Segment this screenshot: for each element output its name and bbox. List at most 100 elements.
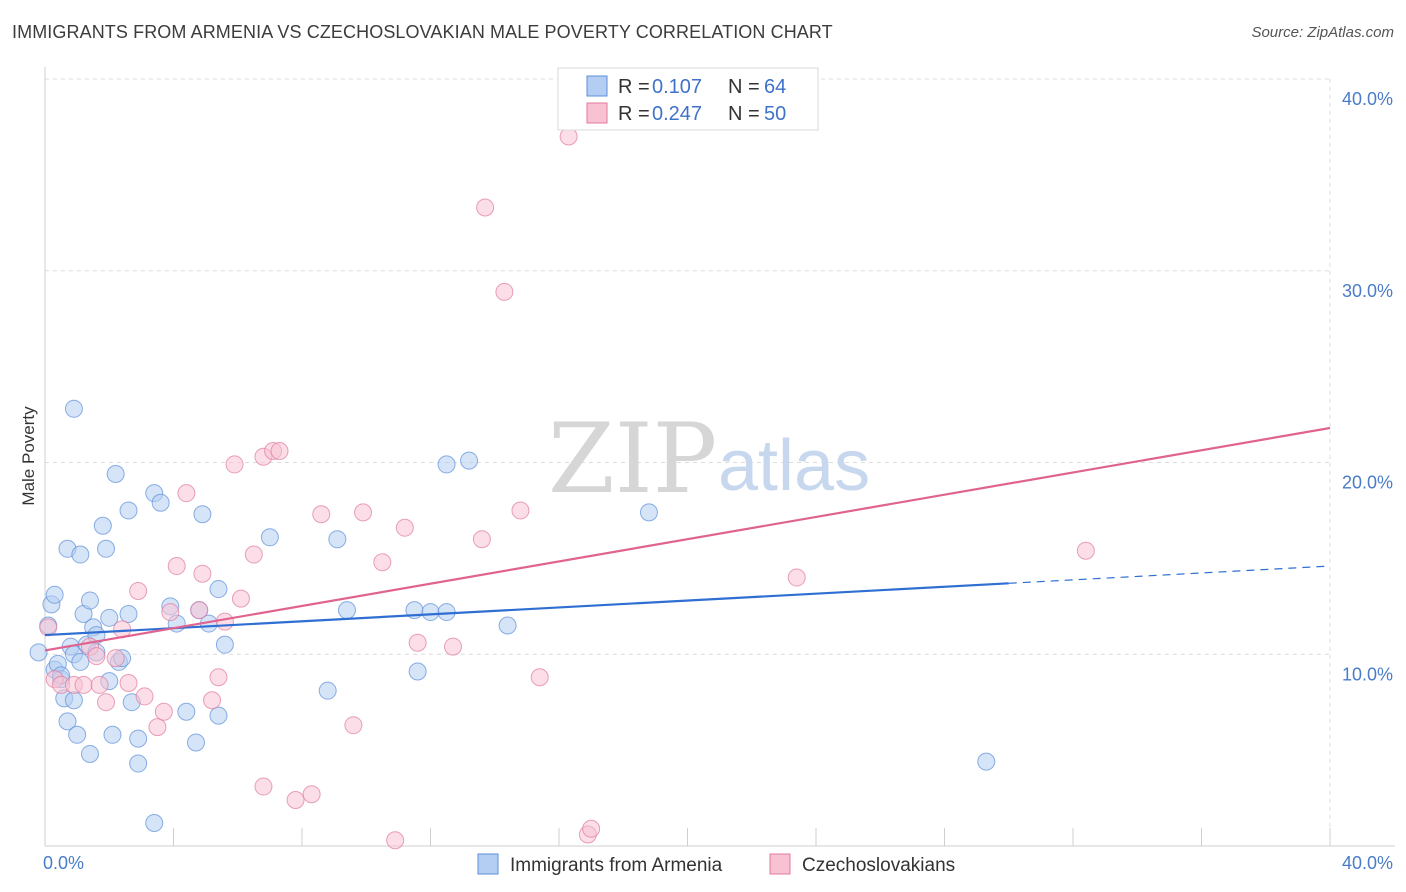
data-point: [129, 754, 148, 773]
data-point: [64, 691, 83, 710]
data-point: [129, 729, 148, 748]
y-tick-label: 30.0%: [1342, 281, 1393, 301]
data-point: [45, 585, 64, 604]
data-point: [559, 127, 578, 146]
data-point: [582, 819, 601, 838]
data-point: [495, 282, 514, 301]
legend-r-label-czechoslovakians: R =: [618, 103, 650, 125]
data-point: [80, 744, 99, 763]
x-tick-label: 40.0%: [1342, 853, 1393, 873]
data-point: [68, 725, 87, 744]
bottom-legend-label-armenia: Immigrants from Armenia: [510, 855, 723, 876]
data-point: [318, 681, 337, 700]
data-point: [145, 813, 164, 832]
data-point: [71, 652, 90, 671]
data-point: [119, 501, 138, 520]
axes: [44, 67, 1395, 847]
data-point: [58, 712, 77, 731]
data-point: [1076, 541, 1095, 560]
trend-lines: [44, 426, 1331, 652]
data-point: [472, 530, 491, 549]
data-point: [977, 752, 996, 771]
data-point: [71, 545, 90, 564]
bottom-legend-swatch-armenia: [477, 853, 499, 875]
data-point: [286, 790, 305, 809]
data-point: [260, 528, 279, 547]
data-point: [87, 647, 106, 666]
chart-source: Source: ZipAtlas.com: [1251, 24, 1394, 41]
data-point: [437, 603, 456, 622]
data-point: [161, 603, 180, 622]
data-point: [408, 662, 427, 681]
bottom-legend-swatch-czechoslovakians: [769, 853, 791, 875]
data-point: [498, 616, 517, 635]
data-point: [103, 725, 122, 744]
data-point: [177, 702, 196, 721]
data-point: [203, 691, 222, 710]
data-point: [97, 693, 116, 712]
x-tick-label: 0.0%: [43, 853, 84, 873]
data-point: [74, 675, 93, 694]
data-point: [90, 675, 109, 694]
data-point: [29, 643, 48, 662]
data-point: [354, 503, 373, 522]
data-point: [64, 399, 83, 418]
trend-line-armenia: [44, 582, 1009, 637]
trend-line-czechoslovakians: [44, 426, 1331, 652]
data-point: [437, 455, 456, 474]
data-point: [254, 777, 273, 796]
bottom-legend-label-czechoslovakians: Czechoslovakians: [802, 855, 955, 876]
data-point: [80, 591, 99, 610]
data-point: [231, 589, 250, 608]
data-point: [337, 601, 356, 620]
data-point: [421, 603, 440, 622]
data-point: [106, 649, 125, 668]
data-point: [511, 501, 530, 520]
data-point: [129, 581, 148, 600]
data-point: [787, 568, 806, 587]
data-point: [193, 505, 212, 524]
data-point: [151, 493, 170, 512]
y-tick-label: 10.0%: [1342, 664, 1393, 684]
data-point: [135, 687, 154, 706]
data-point: [408, 633, 427, 652]
legend-swatch-czechoslovakians: [586, 102, 608, 124]
data-point: [154, 702, 173, 721]
legend-r-label-armenia: R =: [618, 76, 650, 98]
data-point: [386, 831, 405, 850]
data-point: [186, 733, 205, 752]
watermark: ZIP atlas: [548, 403, 870, 515]
chart-title: IMMIGRANTS FROM ARMENIA VS CZECHOSLOVAKI…: [12, 22, 833, 42]
data-point: [639, 503, 658, 522]
data-point: [302, 785, 321, 804]
data-point: [177, 484, 196, 503]
data-point: [119, 674, 138, 693]
data-point: [270, 441, 289, 460]
data-point: [167, 557, 186, 576]
data-point: [106, 465, 125, 484]
legend-n-label-armenia: N =: [728, 76, 760, 98]
data-point: [100, 608, 119, 627]
data-point: [225, 455, 244, 474]
legend-r-value-armenia: 0.107: [652, 76, 702, 98]
series-legend: Immigrants from Armenia Czechoslovakians: [477, 853, 955, 876]
data-point: [209, 706, 228, 725]
data-point: [209, 668, 228, 687]
data-point: [97, 539, 116, 558]
data-point: [209, 580, 228, 599]
watermark-atlas: atlas: [718, 426, 870, 506]
data-point: [215, 612, 234, 631]
legend-n-value-armenia: 64: [764, 76, 786, 98]
data-point: [460, 451, 479, 470]
legend-swatch-armenia: [586, 75, 608, 97]
watermark-zip: ZIP: [548, 403, 717, 515]
y-tick-label: 40.0%: [1342, 89, 1393, 109]
data-point: [373, 553, 392, 572]
data-point: [190, 601, 209, 620]
data-point: [119, 604, 138, 623]
data-point: [476, 198, 495, 217]
correlation-legend: R = 0.107 N = 64 R = 0.247 N = 50: [557, 67, 819, 131]
trend-line-armenia-extension: [1008, 565, 1331, 584]
data-point: [312, 505, 331, 524]
